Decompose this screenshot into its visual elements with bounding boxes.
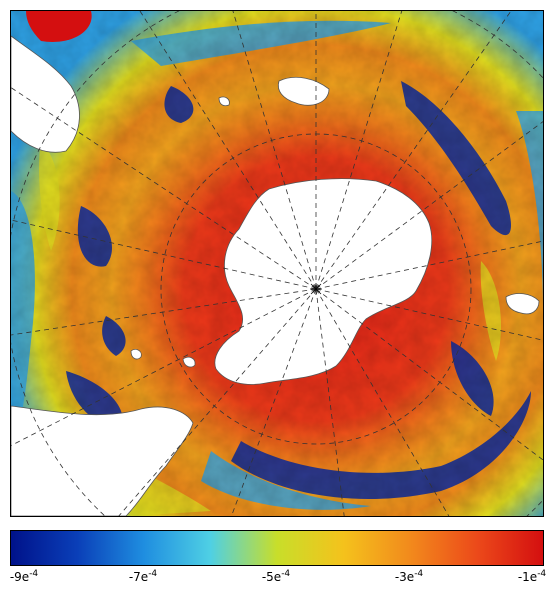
- land-masses: [11, 35, 540, 516]
- polar-map: [11, 11, 543, 516]
- small-island: [182, 356, 196, 368]
- small-island-2: [130, 349, 142, 360]
- south-georgia-island: [505, 293, 540, 315]
- australia-coast: [11, 405, 194, 516]
- antarctica: [214, 178, 433, 385]
- africa-tip: [11, 35, 80, 153]
- colorbar-tick-label: -3e-4: [394, 569, 424, 584]
- small-island-3: [218, 96, 230, 107]
- map-panel: [10, 10, 544, 517]
- south-pole-marker: [310, 283, 322, 295]
- corner-hotspot: [26, 11, 92, 42]
- colorbar-tick-label: -9e-4: [9, 569, 39, 584]
- colorbar: [10, 530, 544, 566]
- colorbar-tick-label: -5e-4: [261, 569, 291, 584]
- colorbar-tick-label: -1e-4: [517, 569, 547, 584]
- colorbar-tick-label: -7e-4: [128, 569, 158, 584]
- graticule: [11, 11, 543, 516]
